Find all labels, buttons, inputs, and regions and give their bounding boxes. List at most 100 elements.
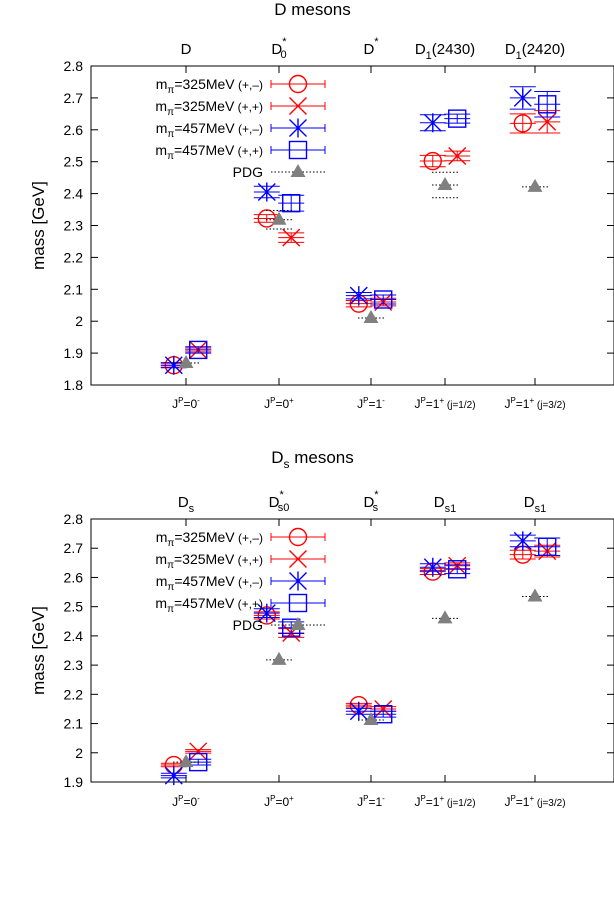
x-category-sup2: - xyxy=(197,396,200,405)
chart-panel-1: D mesons 1.8 1.9 2 2.1 2.2 2.3 2.4 2.5 2.6 2.7 2.8 m… xyxy=(29,0,614,411)
y-tick-label: 2.2 xyxy=(64,686,84,702)
legend-label: mπ=457MeV (+,+) xyxy=(155,595,263,615)
legend-label-tag: (+,+) xyxy=(234,100,263,114)
legend-label-post: =325MeV xyxy=(174,529,235,545)
top-label-sub: s1 xyxy=(535,503,547,515)
plot-frame xyxy=(90,518,614,783)
y-tick-label: 2.5 xyxy=(64,154,84,170)
x-category-sup2: + xyxy=(529,794,534,803)
x-category-main: J xyxy=(357,397,363,411)
top-label-tail: (2430) xyxy=(432,41,475,58)
data-point xyxy=(423,113,442,133)
legend-label-pre: m xyxy=(156,529,168,545)
x-category-sup2: + xyxy=(289,396,294,405)
top-category-label: D1(2430) xyxy=(415,41,475,62)
y-tick-label: 2 xyxy=(75,745,83,761)
data-point xyxy=(513,114,532,133)
data-point xyxy=(349,286,368,306)
x-category-sup2: - xyxy=(382,794,385,803)
x-category-rest: =1 xyxy=(426,397,440,411)
legend-label-sub: π xyxy=(167,129,174,140)
x-category-main: J xyxy=(264,397,270,411)
data-point xyxy=(513,531,532,551)
x-category-label: JP=0- xyxy=(172,794,200,809)
x-category-sup: P xyxy=(178,396,183,405)
x-category-sup: P xyxy=(510,794,515,803)
x-category-label: JP=1+ (j=3/2) xyxy=(504,794,565,809)
x-category-rest: =1 xyxy=(368,397,382,411)
legend-marker xyxy=(289,550,307,568)
legend-label-post: PDG xyxy=(233,164,263,180)
top-label-main: D xyxy=(363,494,374,511)
data-point xyxy=(527,178,543,192)
x-category-sup: P xyxy=(363,396,368,405)
data-point xyxy=(374,290,393,309)
y-tick-label: 1.9 xyxy=(64,345,84,361)
data-point xyxy=(538,95,557,114)
data-point xyxy=(538,112,557,131)
x-category-main: J xyxy=(504,397,510,411)
y-tick-label: 2 xyxy=(75,313,83,329)
x-category-rest: =1 xyxy=(368,795,382,809)
top-label-tail: (2420) xyxy=(522,41,565,58)
legend-marker xyxy=(288,527,308,547)
x-category-main: J xyxy=(172,795,178,809)
legend-marker xyxy=(289,571,307,591)
legend-label-post: =457MeV xyxy=(174,595,235,611)
y-tick-label: 2.2 xyxy=(64,249,84,265)
legend-label-pre: m xyxy=(155,551,167,567)
data-point xyxy=(257,603,276,623)
top-category-label: D* s0 xyxy=(269,489,290,514)
series-star xyxy=(160,531,536,786)
legend-label-pre: m xyxy=(155,595,167,611)
x-category-rest: =1 xyxy=(426,795,440,809)
series-square xyxy=(185,91,561,360)
series-triangle xyxy=(173,588,548,768)
legend-label: PDG xyxy=(233,617,263,633)
x-category-sup2: + xyxy=(529,396,534,405)
legend-label-tag: (+,–) xyxy=(235,122,263,136)
data-point xyxy=(363,310,379,324)
legend-label: mπ=325MeV (+,–) xyxy=(156,529,263,549)
top-label-main: D xyxy=(434,494,445,511)
x-category-sup: P xyxy=(363,794,368,803)
top-label-sup: * xyxy=(279,489,284,501)
x-category-tail: (j=3/2) xyxy=(534,400,565,411)
y-tick-label: 2.4 xyxy=(64,628,84,644)
top-category-label: Ds1 xyxy=(434,494,456,515)
top-label-main: D xyxy=(181,41,192,58)
y-tick-label: 2.3 xyxy=(64,218,84,234)
legend-label-tag: (+,+) xyxy=(234,144,263,158)
top-label-sub: s1 xyxy=(445,503,457,515)
data-point xyxy=(538,537,557,556)
data-point xyxy=(363,712,379,726)
top-label-sup: * xyxy=(374,36,379,48)
legend-label-post: =457MeV xyxy=(174,142,235,158)
data-point xyxy=(164,766,183,786)
legend-label-tag: (+,+) xyxy=(234,597,263,611)
legend-label-post: PDG xyxy=(233,617,263,633)
data-point xyxy=(271,211,287,225)
legend-label-tag: (+,–) xyxy=(235,531,263,545)
x-category-sup2: + xyxy=(289,794,294,803)
top-label-sup: * xyxy=(374,489,379,501)
chart-title: D mesons xyxy=(274,0,351,19)
y-tick-label: 2.7 xyxy=(64,90,84,106)
y-tick-label: 2.1 xyxy=(64,716,84,732)
data-point xyxy=(349,701,368,721)
x-category-label: JP=1- xyxy=(357,794,385,809)
legend-label-pre: m xyxy=(155,142,167,158)
x-category-label: JP=1- xyxy=(357,396,385,411)
x-category-rest: =1 xyxy=(516,397,530,411)
data-point xyxy=(282,193,301,213)
data-point xyxy=(374,705,393,724)
data-point xyxy=(189,340,208,360)
top-label-sub: 1 xyxy=(426,50,432,62)
y-tick-label: 2.4 xyxy=(64,186,84,202)
top-label-main: D xyxy=(415,41,426,58)
y-tick-label: 2.6 xyxy=(64,569,84,585)
x-category-sup2: - xyxy=(197,794,200,803)
y-tick-label: 2.1 xyxy=(64,281,84,297)
top-label-sup: * xyxy=(282,36,287,48)
legend-label-pre: m xyxy=(156,76,168,92)
